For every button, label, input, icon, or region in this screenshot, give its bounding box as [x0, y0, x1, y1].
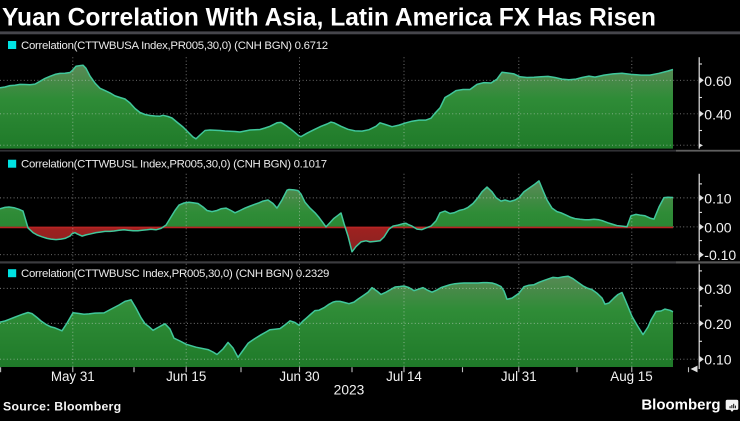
svg-text:Jul 14: Jul 14 [386, 369, 422, 384]
svg-text:Jul 31: Jul 31 [501, 369, 537, 384]
svg-text:Correlation(CTTWBUSC Index,PR0: Correlation(CTTWBUSC Index,PR005,30,0) (… [21, 268, 329, 280]
svg-text:Bloomberg: Bloomberg [641, 397, 720, 414]
svg-text:0.60: 0.60 [704, 73, 731, 89]
svg-text:Aug 15: Aug 15 [610, 369, 652, 384]
svg-text:May 31: May 31 [51, 369, 95, 384]
svg-text:Correlation(CTTWBUSL Index,PR0: Correlation(CTTWBUSL Index,PR005,30,0) (… [21, 159, 327, 171]
svg-text:Source: Bloomberg: Source: Bloomberg [3, 400, 121, 414]
svg-text:2023: 2023 [334, 383, 365, 398]
svg-text:Jun 30: Jun 30 [279, 369, 319, 384]
svg-text:Correlation(CTTWBUSA Index,PR0: Correlation(CTTWBUSA Index,PR005,30,0) (… [21, 40, 328, 52]
svg-text:0.40: 0.40 [704, 106, 731, 122]
svg-text:-0.10: -0.10 [704, 247, 736, 263]
svg-text:0.30: 0.30 [704, 281, 731, 297]
svg-text:Yuan Correlation With Asia, La: Yuan Correlation With Asia, Latin Americ… [2, 5, 656, 32]
svg-text:0.20: 0.20 [704, 316, 731, 332]
svg-text:Jun 15: Jun 15 [166, 369, 206, 384]
svg-text:0.10: 0.10 [704, 352, 731, 368]
svg-text:0.10: 0.10 [704, 190, 731, 206]
svg-text:0.00: 0.00 [704, 219, 731, 235]
